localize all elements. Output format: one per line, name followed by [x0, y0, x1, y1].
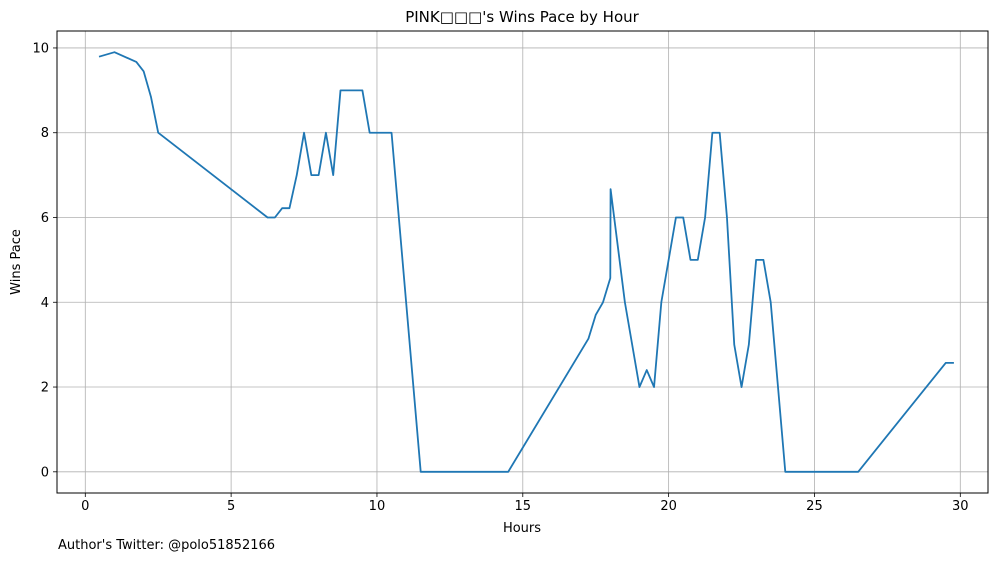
x-tick-label: 30 [952, 499, 969, 514]
y-axis-ticks: 0 2 4 6 8 10 [32, 41, 57, 480]
x-tick-label: 20 [660, 499, 677, 514]
author-footnote: Author's Twitter: @polo51852166 [58, 538, 276, 553]
plot-frame [56, 30, 989, 494]
x-axis-label: Hours [503, 521, 541, 536]
series-group [98, 51, 954, 473]
x-tick-label: 5 [227, 499, 235, 514]
x-axis-ticks: 0 5 10 15 20 25 30 [81, 493, 969, 514]
y-tick-label: 6 [41, 211, 49, 226]
y-axis-label: Wins Pace [9, 229, 24, 295]
x-tick-label: 25 [806, 499, 823, 514]
y-tick-label: 2 [41, 381, 49, 396]
y-tick-label: 8 [41, 126, 49, 141]
x-tick-label: 10 [369, 499, 386, 514]
y-tick-label: 4 [41, 296, 49, 311]
x-tick-label: 0 [81, 499, 89, 514]
y-tick-label: 0 [41, 465, 49, 480]
y-tick-label: 10 [32, 41, 49, 56]
chart-title: PINK□□□'s Wins Pace by Hour [405, 8, 639, 26]
x-tick-label: 15 [515, 499, 532, 514]
grid-lines [57, 31, 988, 493]
series-line [98, 51, 954, 473]
